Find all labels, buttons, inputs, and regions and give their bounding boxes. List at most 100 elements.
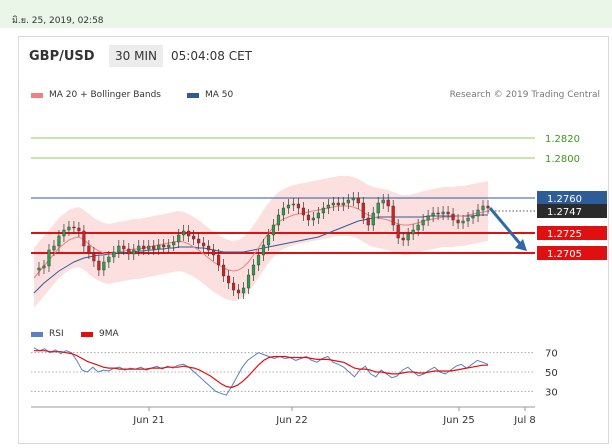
candle-body [72, 226, 76, 229]
candle-body [456, 219, 460, 224]
candle-body [42, 265, 46, 269]
candle-body [441, 211, 445, 215]
candle-body [311, 217, 315, 221]
candle-body [147, 245, 151, 250]
candle-body [117, 245, 121, 253]
candle-body [212, 249, 216, 256]
clock-time: 05:04:08 CET [171, 49, 252, 63]
level-label-1.2800: 1.2800 [545, 154, 580, 165]
candle-body [122, 245, 126, 250]
candle-body [386, 199, 390, 207]
candle-body [251, 264, 256, 276]
candle-body [77, 227, 81, 232]
candle-body [261, 244, 266, 256]
candle-body [466, 217, 470, 222]
candle-body [82, 230, 86, 247]
candle-body [266, 234, 271, 246]
candle-body [102, 261, 106, 271]
price-chart: 1.2820 1.2800 1.2760 1.2725 1.2705 1.2747 70 50… [31, 134, 607, 426]
level-label-1.2820: 1.2820 [545, 134, 580, 145]
candle-body [202, 242, 206, 247]
candle-body [92, 252, 96, 262]
candle-body [371, 212, 375, 226]
last-price-label: 1.2747 [547, 207, 582, 218]
candle-body [112, 251, 116, 258]
candle-body [162, 244, 166, 248]
candle-body [137, 245, 141, 251]
time-label-Jun 22: Jun 22 [275, 415, 308, 426]
last-price-tag [537, 204, 607, 218]
candle-body [416, 224, 420, 231]
candle-body [421, 219, 425, 226]
candle-body [127, 248, 131, 255]
candle-body [271, 224, 276, 236]
candle-body [361, 202, 365, 219]
candle-body [57, 235, 61, 247]
candle-body [222, 264, 226, 277]
level-tag-1.2760 [537, 191, 607, 205]
candle-body [346, 199, 350, 204]
candle-body [401, 237, 405, 241]
time-label-Jun 21: Jun 21 [132, 415, 165, 426]
candle-body [87, 245, 91, 254]
timestamp: มิ.ย. 25, 2019, 02:58 [12, 16, 104, 26]
legend-ma50-label: MA 50 [205, 90, 234, 100]
candle-body [476, 209, 480, 217]
research-credit: Research © 2019 Trading Central [449, 90, 600, 100]
level-tag-1.2725 [537, 226, 607, 240]
candle-body [132, 249, 136, 255]
candle-body [301, 207, 305, 216]
candle-body [47, 249, 51, 267]
candle-body [461, 220, 465, 224]
candle-body [197, 238, 201, 244]
candle-body [291, 203, 296, 206]
rsi-tick-50: 50 [545, 368, 558, 379]
candle-body [366, 217, 370, 226]
legend-rsi-label: RSI [49, 329, 64, 339]
candle-body [142, 245, 146, 250]
candle-body [231, 282, 236, 291]
rsi-line-RSI [33, 347, 489, 396]
legend-ma20-swatch [31, 92, 43, 98]
candle-body [431, 212, 435, 217]
candle-body [281, 207, 286, 216]
candle-body [236, 289, 241, 294]
legend-ma20-label: MA 20 + Bollinger Bands [49, 90, 161, 100]
level-tag-1.2705 [537, 246, 607, 260]
candle-body [207, 245, 211, 251]
candle-body [336, 202, 340, 206]
candle-body [471, 215, 475, 219]
candle-body [381, 199, 385, 204]
candle-body [406, 233, 410, 241]
candle-body [321, 207, 325, 214]
level-label-1.2760: 1.2760 [547, 194, 582, 205]
forecast-arrow [488, 207, 524, 247]
timeframe-selector[interactable]: 30 MIN [109, 45, 163, 67]
candle-body [52, 245, 56, 251]
candle-body [316, 212, 320, 219]
candle-body [426, 215, 430, 221]
candle-body [157, 244, 161, 250]
ma20-line [33, 205, 489, 279]
rsi-line-9MA [34, 350, 488, 389]
candle-body [296, 203, 300, 209]
candle-body [481, 205, 485, 211]
candle-body [451, 213, 455, 221]
candle-body [356, 197, 360, 204]
candle-body [246, 274, 251, 289]
legend-9ma-label: 9MA [99, 329, 119, 339]
candle-body [286, 204, 291, 209]
legend-9ma-swatch [81, 331, 93, 337]
bollinger-band [34, 176, 488, 308]
candle-body [436, 212, 440, 215]
candle-body [396, 224, 400, 239]
candle-body [187, 230, 191, 237]
candle-body [376, 202, 380, 214]
candle-body [172, 241, 176, 246]
timestamp-bar: มิ.ย. 25, 2019, 02:58 [0, 0, 612, 28]
candle-body [341, 202, 345, 206]
candle-body [62, 229, 66, 237]
legend-rsi: RSI [31, 329, 64, 339]
candle-body [226, 275, 231, 284]
candle-body [177, 234, 181, 243]
